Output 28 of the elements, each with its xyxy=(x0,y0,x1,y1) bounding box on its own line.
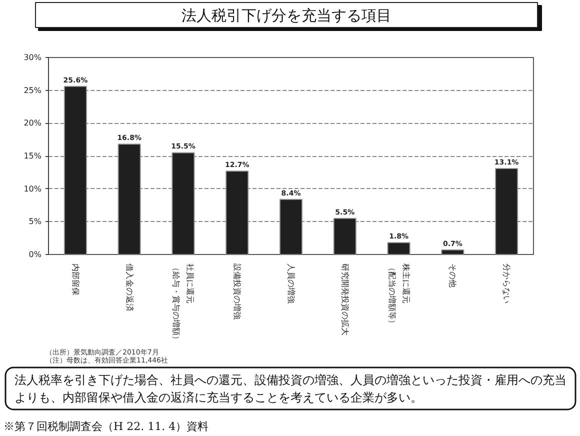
bar xyxy=(495,168,518,254)
bar xyxy=(333,218,356,254)
bar xyxy=(64,86,87,254)
bar xyxy=(441,249,464,254)
y-tick-label: 15% xyxy=(24,152,42,160)
x-tick-label: 人員の増強 xyxy=(286,264,296,304)
bar xyxy=(226,170,249,254)
y-tick-label: 10% xyxy=(24,184,42,194)
chart-title: 法人税引下げ分を充当する項目 xyxy=(182,6,392,24)
x-tick-label: 研究開発投資の拡大 xyxy=(340,264,350,336)
y-tick-label: 25% xyxy=(24,86,42,95)
y-tick-label: 20% xyxy=(24,118,42,128)
x-tick-label: 設備投資の増強 xyxy=(232,264,242,320)
bar xyxy=(118,144,141,254)
bar xyxy=(172,152,195,254)
x-tick-label: その他 xyxy=(448,264,458,288)
text: ※第７回税制調査会（H 22. 11. 4）資料 xyxy=(4,420,209,433)
bar xyxy=(387,242,410,254)
x-tick-label: 借入金の返済 xyxy=(124,264,134,312)
bar xyxy=(279,198,303,254)
y-tick-label: 30% xyxy=(24,53,42,62)
x-tick-label: 内部留保 xyxy=(70,264,80,296)
y-tick-label: 0% xyxy=(28,250,42,259)
x-tick-label: 社員に還元（給与・賞与の増額） xyxy=(172,264,195,344)
x-tick-label: 株主に還元（配当の増額等） xyxy=(387,262,410,328)
y-tick-label: 5% xyxy=(28,217,42,226)
text: 法人税率を引き下げた場合、社員への還元、設備投資の増強、人員の増強といった投資・雇用への充当よりも、内部留保や借入金の返済に充当することを考えている企業が多い。 xyxy=(14,372,566,404)
x-tick-label: 分からない xyxy=(502,264,512,304)
